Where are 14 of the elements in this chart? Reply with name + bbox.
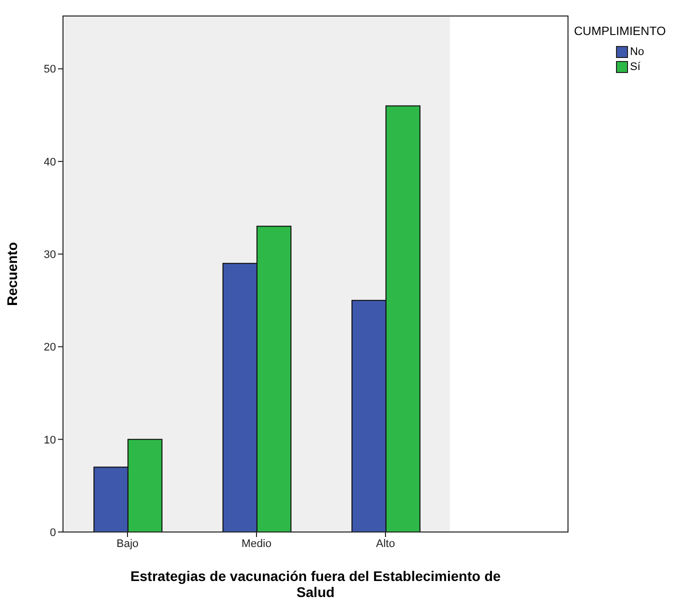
y-axis-title: Recuento xyxy=(4,242,20,306)
x-axis-title: Estrategias de vacunación fuera del Establecimiento de Salud xyxy=(129,568,502,600)
y-tick-label: 30 xyxy=(44,248,56,261)
y-tick-label: 10 xyxy=(44,434,56,446)
x-tick-label: Bajo xyxy=(116,538,139,550)
y-tick-label: 50 xyxy=(44,64,56,76)
legend-title: CUMPLIMIENTO xyxy=(574,24,667,38)
legend-label: No xyxy=(629,44,646,59)
y-tick-label: 20 xyxy=(44,342,56,354)
y-tick-label: 40 xyxy=(44,156,56,168)
x-tick-label: Alto xyxy=(376,538,395,550)
legend-label: Sí xyxy=(629,60,642,74)
y-tick-label: 0 xyxy=(50,526,56,539)
x-tick-label: Medio xyxy=(242,538,272,550)
